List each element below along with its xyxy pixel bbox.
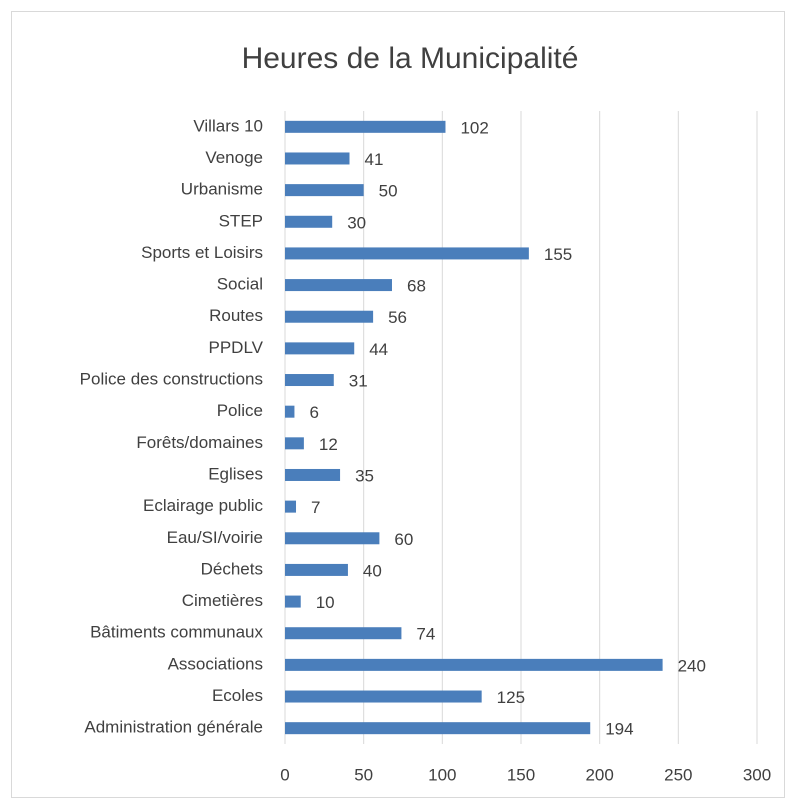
data-label: 30: [347, 213, 366, 232]
x-tick-label: 250: [664, 765, 692, 784]
bar: [285, 310, 374, 323]
bar: [285, 437, 304, 450]
bar: [285, 658, 663, 671]
data-label: 6: [309, 403, 318, 422]
bar: [285, 279, 392, 292]
chart-title: Heures de la Municipalité: [242, 42, 579, 75]
y-tick-label: Forêts/domaines: [136, 433, 263, 452]
x-tick-label: 300: [743, 765, 771, 784]
bar: [285, 563, 348, 576]
y-tick-label: Routes: [209, 306, 263, 325]
data-label: 240: [678, 656, 706, 675]
data-label: 74: [416, 625, 435, 644]
y-tick-label: Administration générale: [84, 718, 263, 737]
data-label: 102: [460, 118, 488, 137]
y-tick-label: Venoge: [205, 148, 263, 167]
y-tick-label: STEP: [219, 211, 263, 230]
data-label: 44: [369, 340, 388, 359]
y-tick-label: Eglises: [208, 464, 263, 483]
y-tick-label: Déchets: [201, 559, 263, 578]
bar: [285, 247, 529, 260]
bar: [285, 500, 297, 513]
data-label: 7: [311, 498, 320, 517]
y-tick-label: Bâtiments communaux: [90, 623, 263, 642]
data-label: 10: [316, 593, 335, 612]
bar: [285, 374, 334, 387]
data-label: 68: [407, 277, 426, 296]
y-tick-label: Social: [217, 275, 263, 294]
data-label: 125: [497, 688, 525, 707]
data-label: 12: [319, 435, 338, 454]
data-label: 50: [379, 182, 398, 201]
data-label: 40: [363, 561, 382, 580]
y-tick-label: Sports et Loisirs: [141, 243, 263, 262]
x-tick-label: 100: [428, 765, 456, 784]
y-tick-label: Police: [217, 401, 263, 420]
bar: [285, 690, 482, 703]
y-tick-label: Eclairage public: [143, 496, 264, 515]
bar: [285, 627, 402, 640]
bar: [285, 405, 295, 418]
data-label: 41: [365, 150, 384, 169]
bar: [285, 120, 446, 133]
data-label: 35: [355, 466, 374, 485]
data-label: 60: [394, 530, 413, 549]
data-label: 155: [544, 245, 572, 264]
y-tick-label: Associations: [168, 654, 263, 673]
bar: [285, 342, 355, 355]
data-label: 31: [349, 372, 368, 391]
bar: [285, 595, 301, 608]
bar: [285, 532, 380, 545]
y-tick-label: Police des constructions: [80, 370, 263, 389]
data-label: 56: [388, 308, 407, 327]
x-tick-label: 200: [585, 765, 613, 784]
y-tick-label: Cimetières: [182, 591, 263, 610]
x-tick-label: 50: [354, 765, 373, 784]
bar: [285, 184, 364, 197]
y-tick-label: PPDLV: [209, 338, 264, 357]
bar: [285, 152, 350, 165]
bar: [285, 468, 341, 481]
y-tick-label: Ecoles: [212, 686, 263, 705]
x-tick-label: 0: [280, 765, 289, 784]
bar: [285, 722, 591, 735]
bar: [285, 215, 333, 228]
data-label: 194: [605, 720, 633, 739]
y-tick-label: Eau/SI/voirie: [167, 528, 263, 547]
y-tick-label: Urbanisme: [181, 180, 263, 199]
y-tick-label: Villars 10: [193, 116, 263, 135]
x-tick-label: 150: [507, 765, 535, 784]
